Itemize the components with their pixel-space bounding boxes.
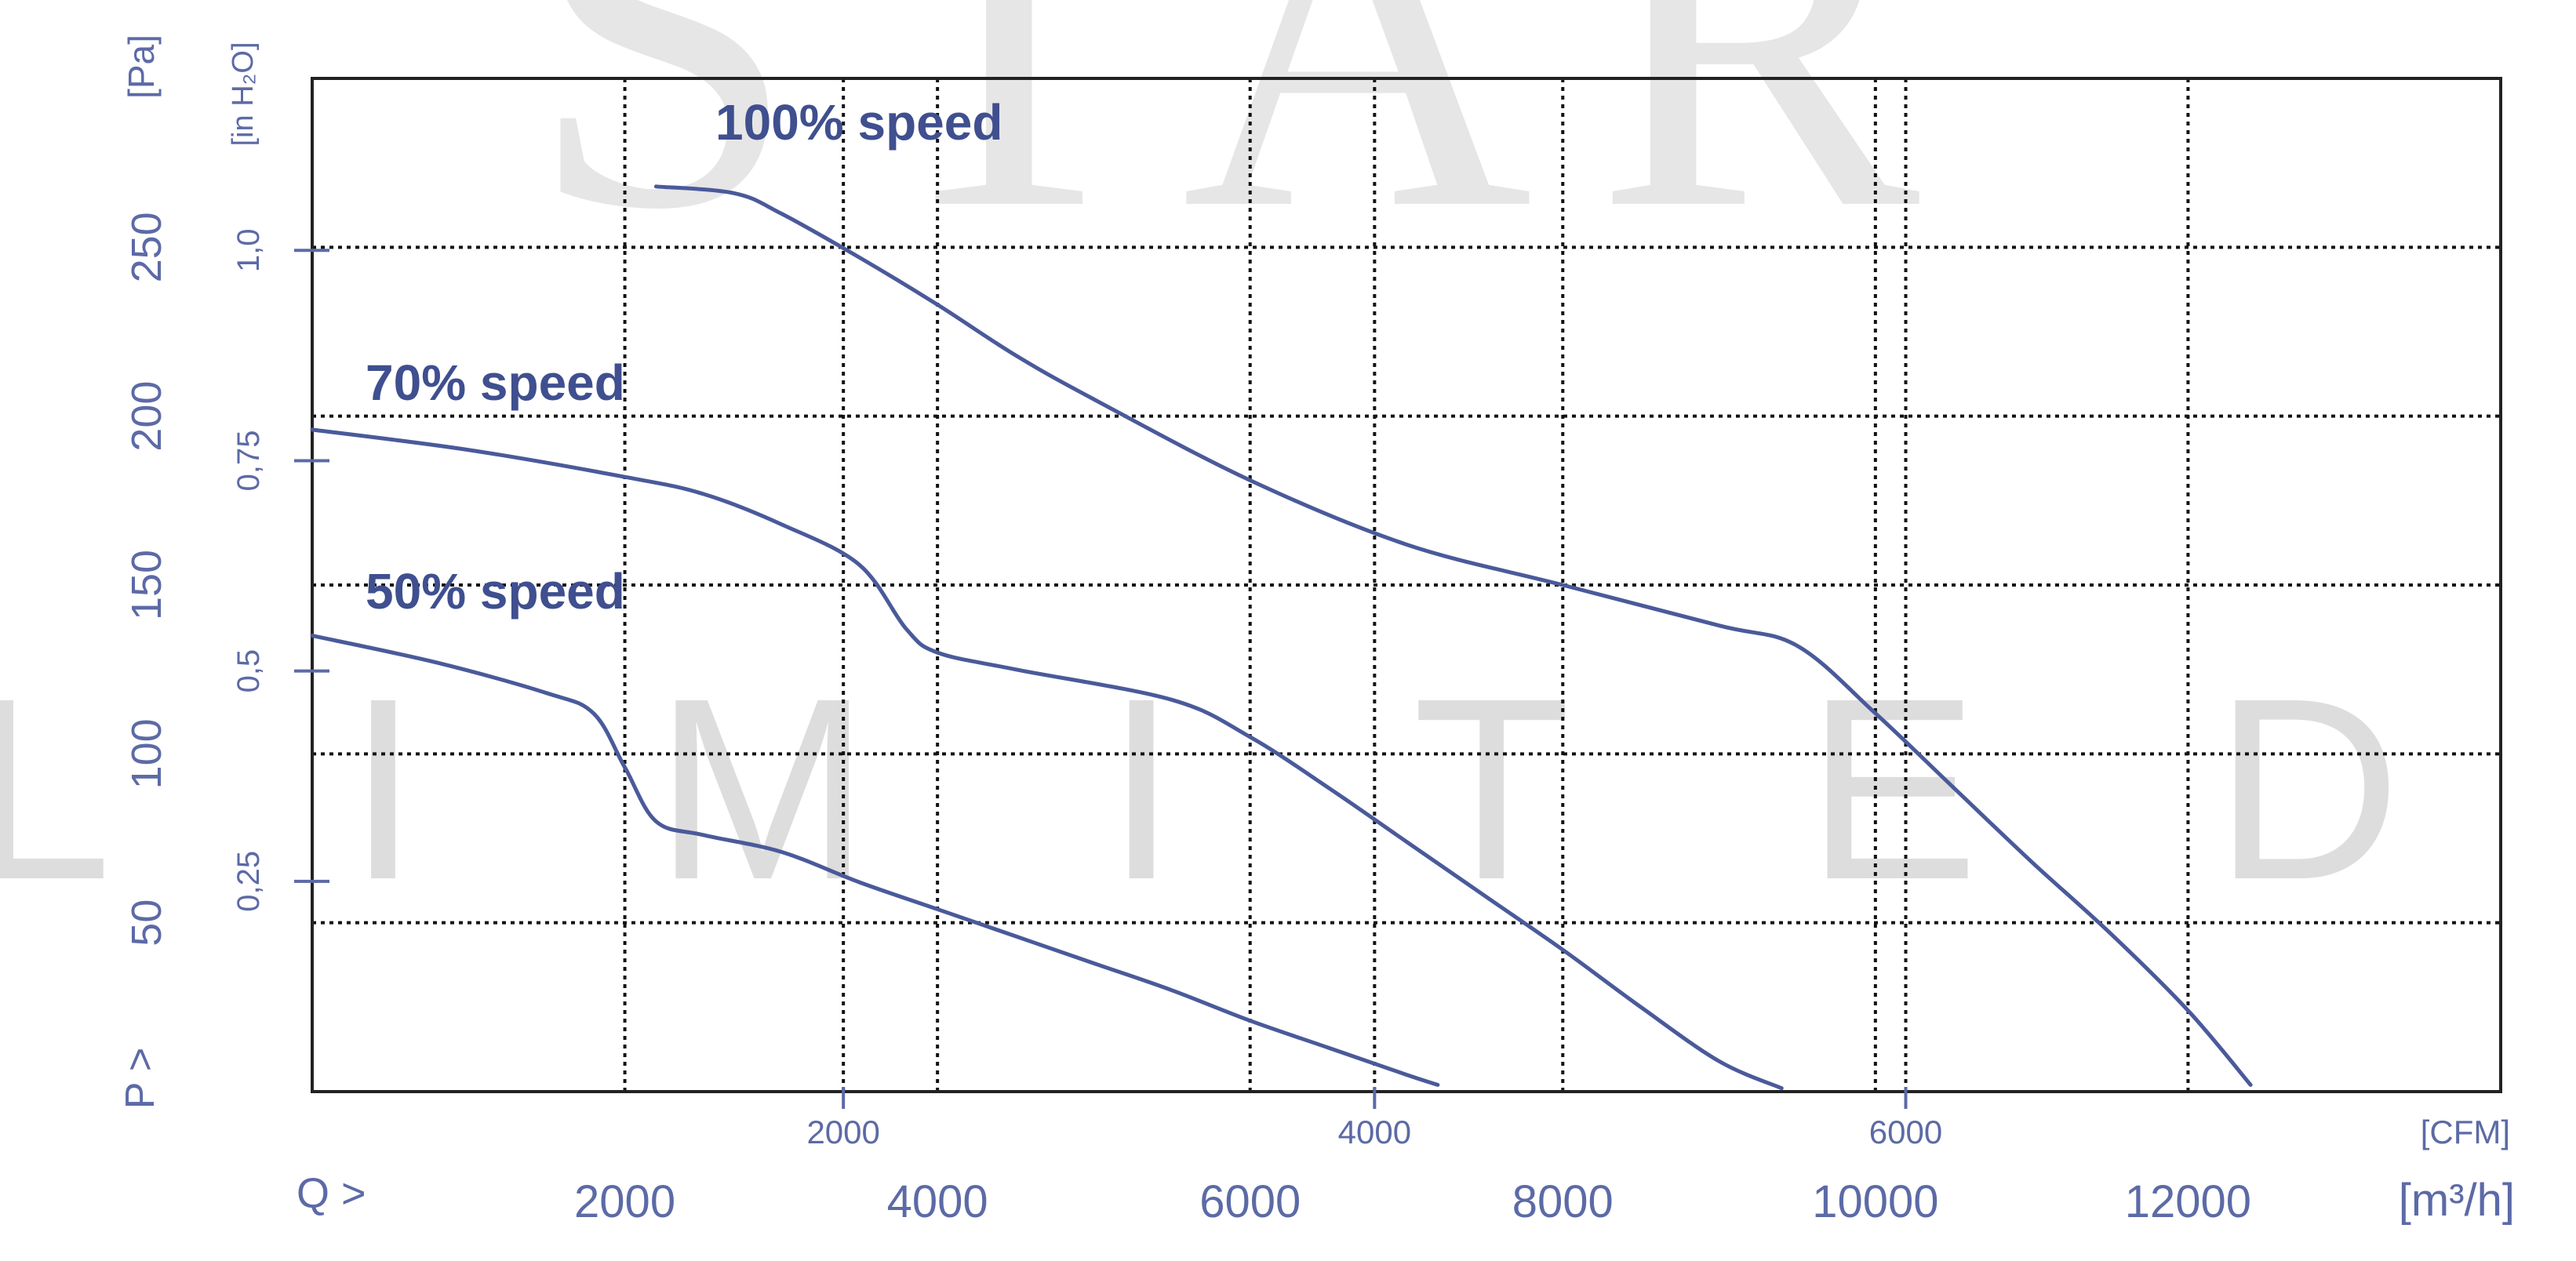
series-line-1 [310,427,1784,1091]
x-secondary-axis-ticks: 2000 4000 6000 [806,1087,1942,1150]
series-labels: 100% speed 70% speed 50% speed [366,94,1002,620]
watermark-top-text: STAR [527,0,1982,310]
y-secondary-axis-ticks: 0,25 0,5 0,75 1,0 [231,228,329,912]
inh2o-tick-label-1: 0,5 [231,649,266,693]
series-label-2: 50% speed [366,563,625,620]
y-secondary-axis-unit: [in H₂O] [227,42,260,147]
curves [310,184,2253,1091]
x-tick-label-4000: 4000 [887,1176,988,1227]
x-tick-label-2000: 2000 [574,1176,675,1227]
y-tick-label-50: 50 [123,899,170,947]
y-axis-ticks: 50 100 150 200 250 [123,212,170,946]
x-secondary-axis-unit: [CFM] [2421,1114,2510,1150]
watermark-middle-text: LIMITED [0,644,2576,933]
x-tick-label-12000: 12000 [2125,1176,2251,1227]
y-tick-label-250: 250 [123,212,170,282]
y-tick-label-150: 150 [123,550,170,620]
x-tick-label-6000: 6000 [1199,1176,1301,1227]
x-axis-unit: [m³/h] [2399,1175,2515,1226]
grid [312,78,2501,1092]
cfm-tick-label-6000: 6000 [1869,1114,1942,1150]
series-label-1: 70% speed [366,354,625,411]
cfm-tick-label-4000: 4000 [1338,1114,1411,1150]
x-axis-label: Q > [297,1170,366,1217]
y-tick-label-100: 100 [123,718,170,789]
inh2o-tick-label-2: 0,75 [231,431,266,492]
plot-frame [311,77,2502,1093]
series-line-0 [653,184,2253,1087]
x-axis-ticks: 2000 4000 6000 8000 10000 12000 [574,1176,2251,1227]
watermark: STAR LIMITED [0,0,2576,933]
y-axis-unit: [Pa] [121,35,162,99]
inh2o-tick-label-3: 1,0 [231,228,266,272]
cfm-tick-label-2000: 2000 [806,1114,879,1150]
y-axis-label: P > [118,1048,163,1110]
inh2o-tick-label-0: 0,25 [231,851,266,912]
x-tick-label-10000: 10000 [1812,1176,1938,1227]
series-label-0: 100% speed [715,94,1002,151]
x-tick-label-8000: 8000 [1512,1176,1614,1227]
series-line-2 [310,634,1440,1087]
y-tick-label-200: 200 [123,381,170,452]
